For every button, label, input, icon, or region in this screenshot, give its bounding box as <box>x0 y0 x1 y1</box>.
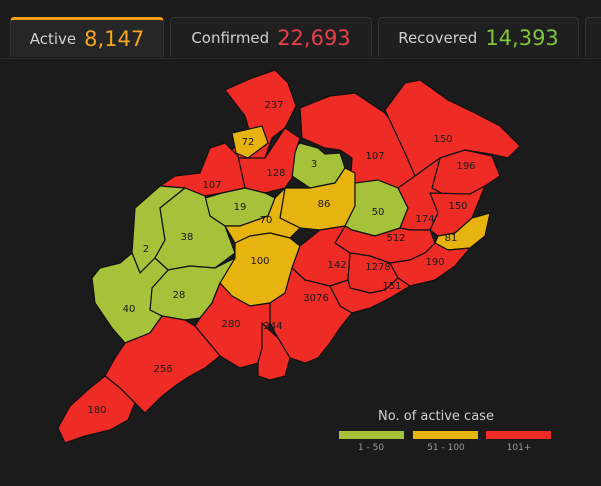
tab-recovered-label: Recovered <box>398 28 478 47</box>
stats-tab-bar: Active 8,147 Confirmed 22,693 Recovered … <box>0 0 601 59</box>
legend-swatch-high <box>486 431 551 439</box>
district-196[interactable] <box>431 149 501 199</box>
district-map: 237 72 3 107 150 196 128 107 19 86 50 174 150 81 2 38 70… <box>0 58 601 486</box>
tab-confirmed-label: Confirmed <box>191 28 270 47</box>
district-40[interactable] <box>91 252 169 344</box>
legend-label-high: 101+ <box>507 443 532 453</box>
tab-active-value: 8,147 <box>84 26 145 51</box>
tab-active-label: Active <box>29 29 77 48</box>
tab-recovered[interactable]: Recovered 14,393 <box>378 17 579 57</box>
tab-active[interactable]: Active 8,147 <box>10 17 164 57</box>
legend-label-low: 1 - 50 <box>358 443 384 453</box>
district-237[interactable] <box>219 69 297 161</box>
legend-swatch-mid <box>413 431 478 439</box>
legend-label-mid: 51 - 100 <box>427 443 465 453</box>
tab-confirmed-value: 22,693 <box>277 25 351 50</box>
district-180[interactable] <box>57 375 136 444</box>
district-3[interactable] <box>289 142 346 189</box>
district-244[interactable] <box>257 322 291 381</box>
district-72[interactable] <box>231 125 269 159</box>
tab-overflow[interactable] <box>585 17 601 57</box>
tab-confirmed[interactable]: Confirmed 22,693 <box>170 17 372 57</box>
tab-recovered-value: 14,393 <box>485 25 559 50</box>
legend-title: No. of active case <box>378 409 494 424</box>
district-38[interactable] <box>154 187 236 271</box>
legend: No. of active case 1 - 50 51 - 100 101+ <box>339 409 551 453</box>
legend-swatch-low <box>339 431 404 439</box>
